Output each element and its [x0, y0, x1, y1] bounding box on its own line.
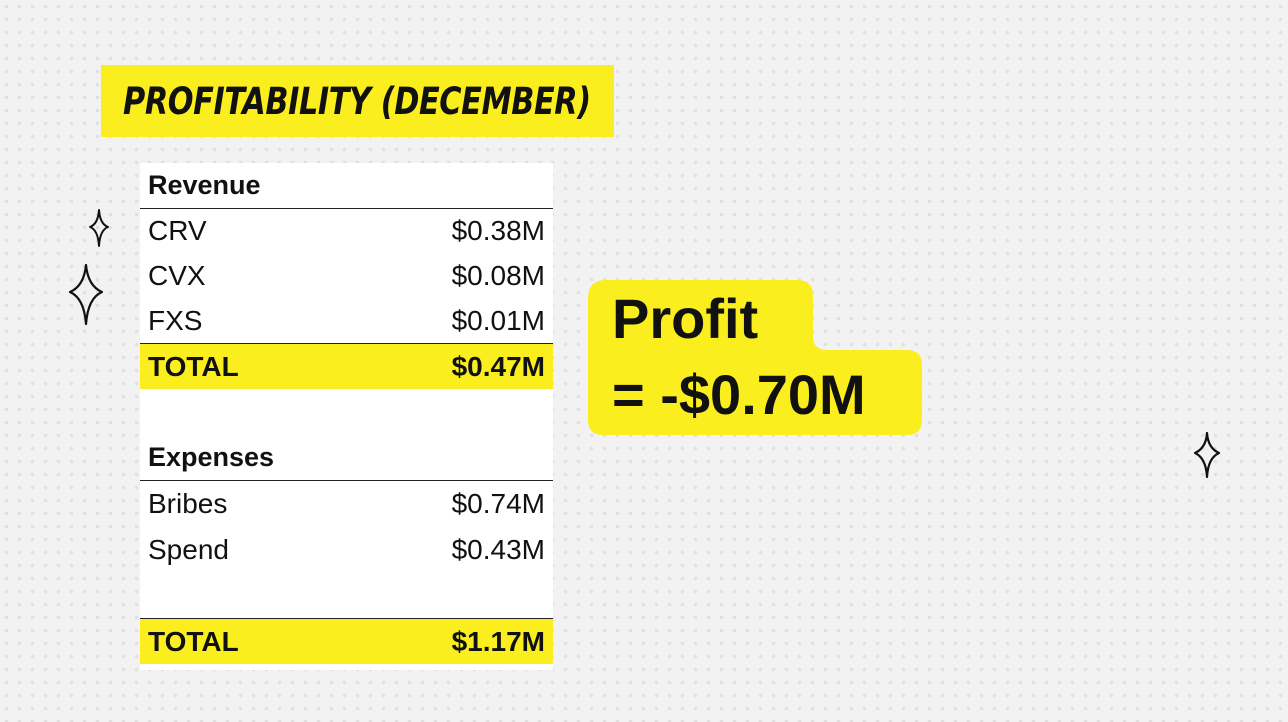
- expenses-item-value: $0.74M: [451, 488, 545, 519]
- sparkle-icon: [1193, 431, 1221, 479]
- revenue-total-value: $0.47M: [451, 350, 545, 382]
- revenue-item-label: CVX: [148, 260, 206, 291]
- revenue-item-label: CRV: [148, 215, 207, 246]
- profit-value: = -$0.70M: [612, 363, 866, 426]
- revenue-total-label: TOTAL: [148, 350, 239, 382]
- expenses-row-spend: Spend $0.43M: [140, 527, 553, 573]
- profitability-table: Revenue CRV $0.38M CVX $0.08M FXS $0.01M…: [140, 163, 553, 670]
- revenue-row-crv: CRV $0.38M: [140, 208, 553, 254]
- profit-label: Profit: [612, 287, 759, 350]
- expenses-header: Expenses: [148, 442, 275, 472]
- expenses-header-row: Expenses: [140, 435, 553, 481]
- expenses-item-label: Bribes: [148, 488, 228, 519]
- sparkle-icon: [68, 263, 104, 326]
- revenue-item-value: $0.01M: [451, 305, 545, 336]
- expenses-item-value: $0.43M: [451, 534, 545, 565]
- revenue-row-fxs: FXS $0.01M: [140, 298, 553, 344]
- revenue-header-row: Revenue: [140, 163, 553, 209]
- expenses-item-label: Spend: [148, 534, 229, 565]
- revenue-item-value: $0.38M: [451, 215, 545, 246]
- expenses-row-bribes: Bribes $0.74M: [140, 481, 553, 527]
- page-title: PROFITABILITY (DECEMBER): [123, 79, 591, 123]
- expenses-total-value: $1.17M: [451, 625, 545, 657]
- expenses-total-label: TOTAL: [148, 625, 239, 657]
- revenue-total-row: TOTAL $0.47M: [140, 343, 553, 389]
- revenue-item-value: $0.08M: [451, 260, 545, 291]
- revenue-header: Revenue: [148, 170, 261, 200]
- revenue-row-cvx: CVX $0.08M: [140, 253, 553, 299]
- title-banner: PROFITABILITY (DECEMBER): [101, 65, 614, 137]
- expenses-total-row: TOTAL $1.17M: [140, 618, 553, 664]
- revenue-item-label: FXS: [148, 305, 203, 336]
- sparkle-icon: [89, 209, 109, 247]
